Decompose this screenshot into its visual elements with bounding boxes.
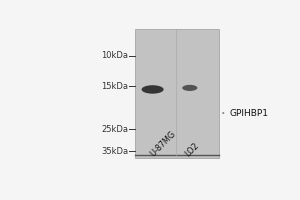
Bar [135,29,219,158]
Text: LO2: LO2 [183,141,201,159]
Text: 15kDa: 15kDa [101,82,128,91]
Text: 25kDa: 25kDa [101,125,128,134]
Text: U-87MG: U-87MG [148,130,178,159]
Ellipse shape [182,85,197,91]
Text: 10kDa: 10kDa [101,51,128,60]
Ellipse shape [142,85,164,94]
Text: 35kDa: 35kDa [101,147,128,156]
Text: GPIHBP1: GPIHBP1 [223,109,268,118]
